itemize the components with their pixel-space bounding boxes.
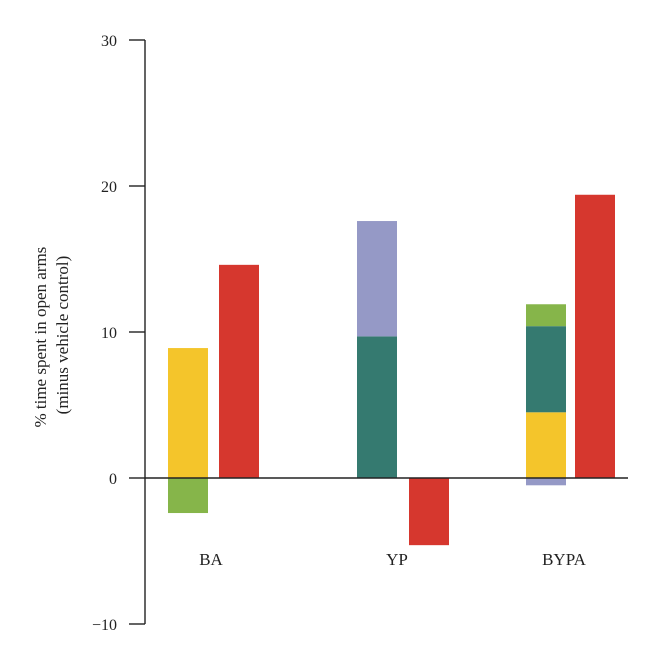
y-tick-label: 20 <box>101 179 117 196</box>
bar-bypa-components-lavender <box>526 478 566 486</box>
y-tick-label: 10 <box>101 325 117 342</box>
y-tick-label: −10 <box>92 617 117 634</box>
x-category-label: YP <box>386 550 408 569</box>
x-category-label: BA <box>199 550 223 569</box>
y-axis-label: % time spent in open arms (minus vehicle… <box>31 242 72 427</box>
x-category-label: BYPA <box>542 550 587 569</box>
axes-layer <box>129 39 628 625</box>
bar-bypa-components-green <box>526 304 566 327</box>
bar-bypa-components-teal <box>526 326 566 413</box>
bar-bypa-components-yellow <box>526 412 566 478</box>
labels-layer: −10 0 10 20 30 BA YP BYPA <box>92 33 587 634</box>
bar-ba-components-green <box>168 478 208 514</box>
bar-yp-components-lavender <box>357 221 397 337</box>
y-axis-label-line-2: (minus vehicle control) <box>53 256 72 415</box>
y-axis-label-line-1: % time spent in open arms <box>31 247 50 428</box>
y-tick-label: 0 <box>109 471 117 488</box>
bar-ba-components-yellow <box>168 348 208 478</box>
bars-layer <box>168 194 615 546</box>
y-tick-label: 30 <box>101 33 117 50</box>
bar-yp-combined-red <box>409 478 449 546</box>
bar-bypa-combined-red <box>575 194 615 478</box>
bar-ba-combined-red <box>219 264 259 478</box>
bar-yp-components-teal <box>357 336 397 478</box>
